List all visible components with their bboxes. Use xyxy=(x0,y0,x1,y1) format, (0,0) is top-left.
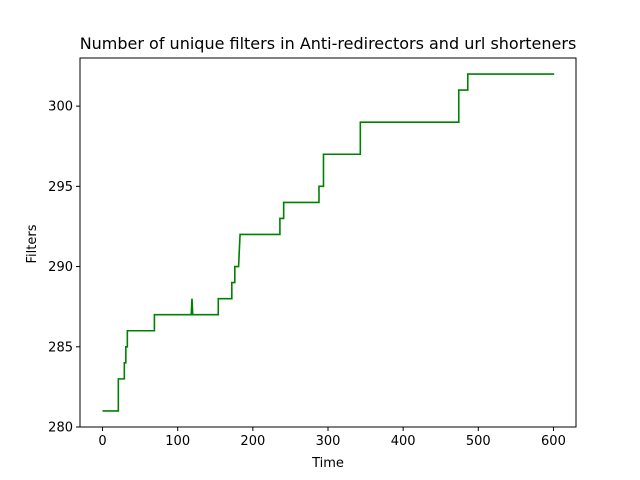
x-tick-label: 400 xyxy=(391,434,416,449)
chart-title: Number of unique filters in Anti-redirec… xyxy=(80,34,577,53)
y-tick-label: 295 xyxy=(48,180,73,195)
y-tick-label: 280 xyxy=(48,421,73,436)
x-tick-label: 200 xyxy=(240,434,265,449)
plot-area xyxy=(102,73,555,412)
x-tick-label: 100 xyxy=(165,434,190,449)
y-tick-label: 300 xyxy=(48,100,73,115)
x-tick-label: 300 xyxy=(316,434,341,449)
y-tick-label: 290 xyxy=(48,260,73,275)
x-tick-label: 500 xyxy=(466,434,491,449)
series-line-0 xyxy=(102,73,555,412)
x-axis-label: Time xyxy=(311,456,344,471)
x-tick-label: 0 xyxy=(98,434,106,449)
x-tick-label: 600 xyxy=(541,434,566,449)
y-tick-label: 285 xyxy=(48,340,73,355)
axes: 0 100 200 300 400 500 600 280 285 290 295 300 xyxy=(48,57,577,449)
y-axis-label: Filters xyxy=(25,224,40,263)
